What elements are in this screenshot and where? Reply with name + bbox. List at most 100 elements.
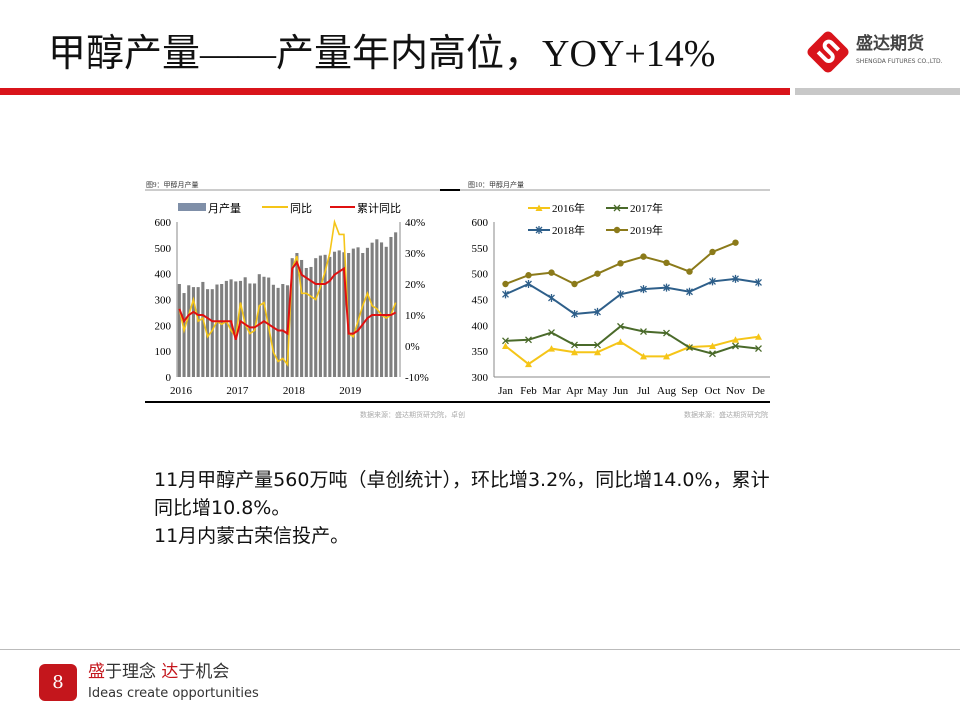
bar bbox=[248, 283, 252, 377]
y2-tick-label: 10% bbox=[405, 310, 425, 322]
bar bbox=[347, 253, 351, 377]
x-tick-label: 2017 bbox=[226, 385, 249, 397]
data-point bbox=[755, 278, 762, 287]
data-point bbox=[571, 341, 578, 349]
data-point bbox=[502, 342, 509, 349]
data-point bbox=[732, 342, 739, 350]
bar bbox=[328, 256, 332, 377]
y-tick-label: 600 bbox=[472, 217, 489, 229]
bar bbox=[342, 252, 346, 377]
body-text: 11月甲醇产量560万吨（卓创统计），环比增3.2%，同比增14.0%，累计同比… bbox=[154, 466, 774, 550]
legend-label: 2019年 bbox=[630, 223, 663, 237]
chart-title: 图10：甲醇月产量 bbox=[468, 180, 524, 189]
data-point bbox=[709, 248, 716, 256]
data-point bbox=[502, 290, 509, 299]
data-point bbox=[617, 260, 624, 267]
chart-source: 数据来源：盛达期货研究院，卓创 bbox=[360, 410, 465, 419]
bar bbox=[234, 281, 238, 377]
legend-label: 2017年 bbox=[630, 201, 663, 215]
slogan-part: 达 bbox=[161, 662, 179, 682]
data-point bbox=[640, 352, 647, 360]
x-tick-label: Sep bbox=[681, 385, 698, 397]
slogan: 盛于理念 达于机会 bbox=[88, 662, 229, 682]
y-tick-label: 200 bbox=[155, 320, 172, 332]
x-tick-label: 2018 bbox=[283, 385, 306, 397]
series-line bbox=[505, 325, 759, 355]
x-tick-label: Mar bbox=[542, 385, 561, 397]
data-point bbox=[525, 280, 532, 288]
bar bbox=[243, 277, 247, 377]
y-tick-label: 500 bbox=[155, 243, 172, 255]
data-point bbox=[613, 204, 621, 212]
x-tick-label: Oct bbox=[705, 385, 721, 397]
x-tick-label: Aug bbox=[657, 385, 676, 397]
data-point bbox=[594, 341, 601, 349]
bar bbox=[257, 274, 261, 377]
data-point bbox=[732, 336, 739, 343]
bar bbox=[271, 284, 275, 377]
bar bbox=[215, 284, 219, 377]
data-point bbox=[613, 226, 621, 234]
bar bbox=[318, 255, 322, 377]
data-point bbox=[535, 204, 543, 211]
bar bbox=[187, 285, 191, 377]
y2-tick-label: 30% bbox=[405, 248, 425, 260]
bar bbox=[314, 258, 318, 377]
bar bbox=[290, 258, 294, 377]
x-tick-label: Apr bbox=[566, 385, 583, 397]
bar bbox=[262, 276, 266, 377]
slogan-part: 于理念 bbox=[105, 662, 162, 682]
y-tick-label: 350 bbox=[472, 346, 489, 358]
bar bbox=[389, 236, 393, 377]
data-point bbox=[663, 259, 670, 267]
body-line: 11月甲醇产量560万吨（卓创统计），环比增3.2%，同比增14.0%，累计同比… bbox=[154, 469, 770, 519]
data-point bbox=[548, 345, 555, 352]
data-point bbox=[686, 287, 693, 296]
x-tick-label: Jul bbox=[637, 385, 650, 397]
x-tick-label: Jan bbox=[498, 385, 513, 397]
y-tick-label: 600 bbox=[155, 217, 172, 229]
data-point bbox=[686, 344, 693, 352]
data-point bbox=[594, 270, 601, 277]
data-point bbox=[548, 269, 555, 276]
data-point bbox=[525, 272, 532, 279]
x-tick-label: Feb bbox=[520, 385, 537, 397]
bar bbox=[177, 284, 181, 377]
yoy-line bbox=[178, 218, 397, 367]
data-point bbox=[663, 352, 670, 360]
legend-label: 月产量 bbox=[208, 201, 241, 215]
data-point bbox=[617, 338, 624, 345]
bar bbox=[238, 280, 243, 377]
bar bbox=[182, 293, 186, 377]
bar bbox=[309, 266, 313, 377]
bar bbox=[201, 281, 205, 377]
data-point bbox=[686, 268, 693, 275]
data-point bbox=[571, 348, 578, 356]
bar bbox=[356, 247, 360, 377]
bar bbox=[295, 253, 299, 377]
legend-label: 累计同比 bbox=[357, 202, 401, 215]
y-tick-label: 0 bbox=[166, 372, 172, 384]
chart-source: 数据来源：盛达期货研究院 bbox=[684, 410, 768, 419]
data-point bbox=[663, 283, 670, 292]
data-point bbox=[709, 277, 716, 286]
data-point bbox=[640, 253, 647, 260]
bar bbox=[337, 250, 341, 377]
data-point bbox=[755, 345, 762, 353]
x-tick-label: 2019 bbox=[339, 385, 362, 397]
bar bbox=[206, 289, 210, 377]
slogan-part: 盛 bbox=[88, 662, 105, 682]
y-tick-label: 500 bbox=[472, 269, 489, 281]
y2-tick-label: 20% bbox=[405, 279, 425, 291]
data-point bbox=[548, 293, 555, 302]
bar bbox=[220, 284, 224, 377]
bar bbox=[379, 242, 384, 377]
bar bbox=[351, 248, 355, 377]
data-point bbox=[525, 336, 532, 344]
data-point bbox=[571, 280, 578, 288]
y-tick-label: 100 bbox=[155, 346, 172, 358]
bar bbox=[276, 287, 280, 377]
page-number: 8 bbox=[39, 664, 77, 701]
cum-line bbox=[178, 260, 397, 341]
